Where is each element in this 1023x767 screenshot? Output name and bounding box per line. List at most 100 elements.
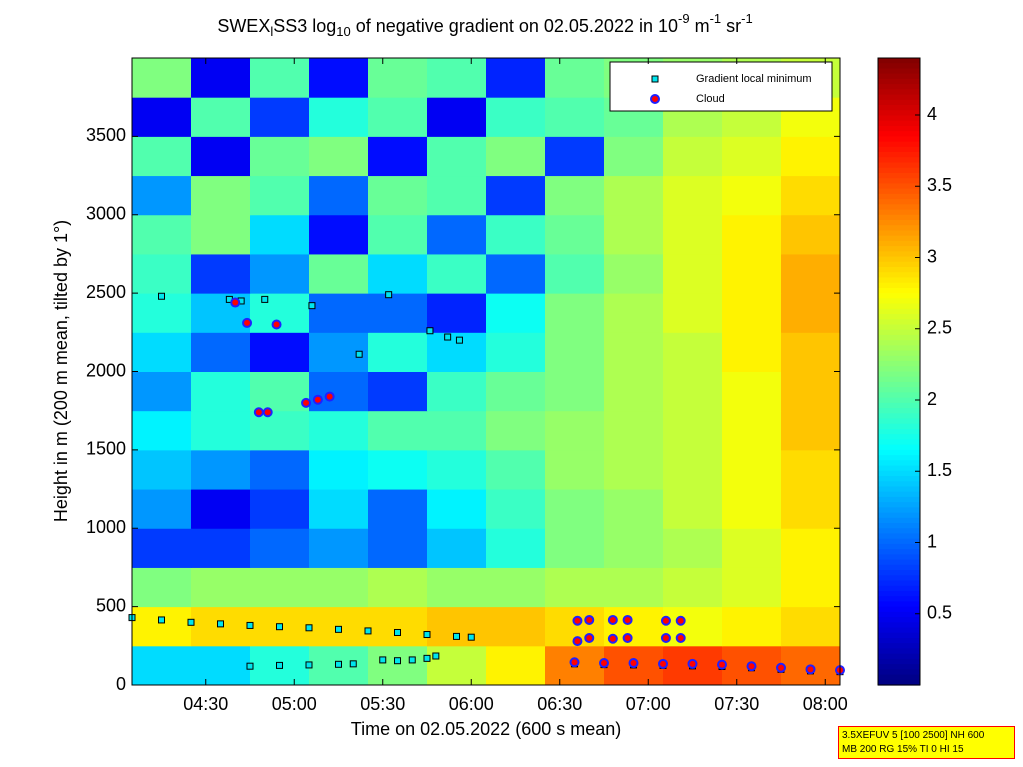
min-marker	[305, 624, 313, 632]
heatmap-cell	[250, 410, 310, 451]
colorbar-swatch	[878, 277, 920, 284]
colorbar-swatch	[878, 428, 920, 435]
title-part: of negative gradient on 02.05.2022 in 10	[351, 16, 678, 36]
heatmap-cell	[368, 489, 428, 529]
colorbar-swatch	[878, 481, 920, 488]
heatmap-cell	[368, 332, 428, 372]
heatmap-cell	[132, 410, 192, 451]
heatmap-cell	[545, 293, 605, 333]
heatmap-cell	[427, 293, 487, 333]
cloud-marker	[628, 658, 639, 669]
heatmap-cell	[368, 528, 428, 568]
colorbar-swatch	[878, 303, 920, 310]
heatmap-cell	[191, 567, 251, 608]
heatmap-cell	[368, 606, 428, 647]
heatmap-cell	[250, 332, 310, 372]
heatmap	[132, 58, 841, 686]
heatmap-cell	[722, 606, 782, 647]
heatmap-cell	[722, 136, 782, 177]
heatmap-cell	[132, 332, 192, 372]
colorbar-swatch	[878, 58, 920, 64]
colorbar-swatch	[878, 267, 920, 273]
legend-box	[609, 61, 833, 112]
colorbar-swatch	[878, 617, 920, 623]
cloud-marker	[687, 658, 698, 669]
heatmap-cell	[545, 97, 605, 137]
x-tick-label: 06:00	[449, 694, 494, 714]
overlay	[128, 291, 845, 676]
heatmap-cell	[368, 293, 428, 333]
heatmap-cell	[191, 58, 251, 98]
heatmap-cell	[781, 175, 841, 216]
colorbar-swatch	[878, 449, 920, 456]
heatmap-cell	[191, 528, 251, 568]
colorbar-swatch	[878, 502, 920, 508]
cloud-marker	[717, 659, 727, 670]
heatmap-cell	[545, 58, 605, 98]
colorbar-swatch	[878, 63, 920, 70]
colorbar-swatch	[878, 324, 920, 331]
colorbar-swatch	[878, 460, 920, 467]
heatmap-cell	[545, 253, 605, 294]
heatmap-cell	[250, 489, 310, 529]
heatmap-cell	[309, 58, 369, 98]
colorbar-swatch	[878, 287, 920, 294]
heatmap-cell	[722, 293, 782, 333]
legend-label: Cloud	[696, 93, 725, 105]
x-tick-label: 06:30	[537, 694, 582, 714]
heatmap-cell	[663, 332, 723, 372]
heatmap-cell	[545, 332, 605, 372]
colorbar-swatch	[878, 679, 920, 686]
heatmap-cell	[250, 175, 310, 216]
heatmap-cell	[368, 567, 428, 608]
chart-title: SWEXlSS3 log10 of negative gradient on 0…	[217, 11, 752, 39]
colorbar-swatch	[878, 601, 920, 608]
colorbar-swatch	[878, 643, 920, 650]
heatmap-cell	[486, 293, 546, 333]
heatmap-cell	[781, 528, 841, 568]
heatmap-cell	[781, 293, 841, 333]
min-marker	[246, 662, 254, 670]
heatmap-cell	[486, 606, 546, 647]
min-marker	[158, 292, 165, 300]
heatmap-cell	[368, 214, 428, 255]
colorbar-swatch	[878, 167, 920, 174]
legend-label: Gradient local minimum	[696, 73, 812, 85]
colorbar-swatch	[878, 68, 920, 75]
heatmap-cell	[781, 606, 841, 647]
heatmap-cell	[781, 136, 841, 177]
cloud-marker	[301, 397, 312, 408]
colorbar-swatch	[878, 564, 920, 571]
colorbar-swatch	[878, 669, 920, 676]
colorbar-swatch	[878, 528, 920, 535]
min-marker	[394, 657, 401, 665]
colorbar-swatch	[878, 361, 920, 367]
heatmap-cell	[427, 175, 487, 216]
colorbar-swatch	[878, 543, 920, 550]
colorbar-swatch	[878, 141, 920, 148]
heatmap-cell	[486, 136, 546, 177]
colorbar-swatch	[878, 319, 920, 326]
heatmap-cell	[309, 97, 369, 137]
heatmap-cell	[250, 97, 310, 137]
heatmap-cell	[486, 253, 546, 294]
heatmap-cell	[191, 410, 251, 451]
colorbar-tick-label: 1.5	[927, 460, 952, 480]
colorbar-swatch	[878, 146, 920, 153]
min-marker	[423, 654, 431, 662]
heatmap-cell	[368, 253, 428, 294]
heatmap-cell	[427, 371, 487, 412]
heatmap-cell	[663, 175, 723, 216]
colorbar-swatch	[878, 209, 920, 216]
heatmap-cell	[486, 175, 546, 216]
colorbar-tick-label: 4	[927, 104, 937, 124]
colorbar-tick-label: 2.5	[927, 318, 952, 338]
colorbar-swatch	[878, 658, 920, 665]
colorbar-swatch	[878, 340, 920, 346]
colorbar-swatch	[878, 408, 920, 414]
colorbar-swatch	[878, 606, 920, 613]
colorbar-swatch	[878, 376, 920, 383]
x-axis-label: Time on 02.05.2022 (600 s mean)	[351, 719, 622, 739]
colorbar-swatch	[878, 523, 920, 529]
